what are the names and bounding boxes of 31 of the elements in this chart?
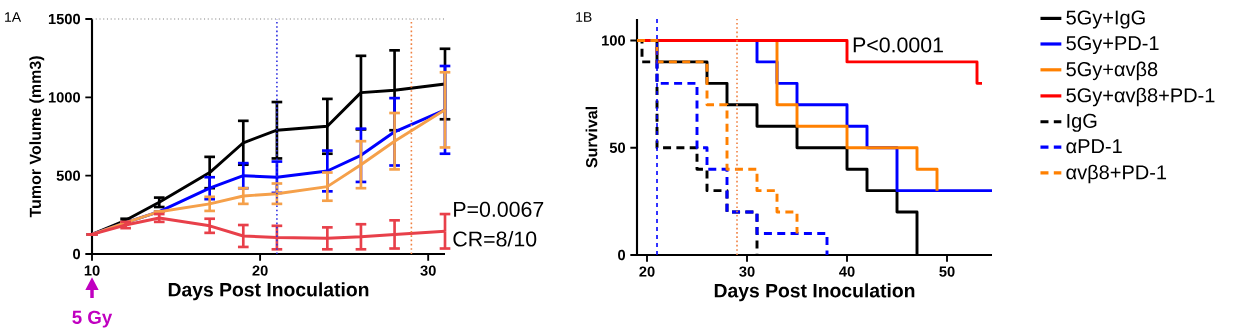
legend-label: 5Gy+αvβ8+PD-1 xyxy=(1066,87,1215,107)
x-tick-label: 20 xyxy=(252,265,268,276)
y-axis-title: Survival xyxy=(585,107,598,168)
y-tick-label: 0 xyxy=(73,248,81,260)
x-tick-label: 30 xyxy=(739,266,755,277)
x-tick-label: 30 xyxy=(420,265,436,276)
text: 5 Gy xyxy=(72,310,113,328)
text: 1B xyxy=(576,12,592,22)
y-axis-title: Tumor Volume (mm3) xyxy=(29,56,45,218)
legend-label: 5Gy+IgG xyxy=(1066,10,1145,29)
y-tick-label: 500 xyxy=(56,170,81,181)
x-tick-label: 40 xyxy=(839,266,855,277)
y-tick-label: 100 xyxy=(602,35,626,46)
legend-label: IgG xyxy=(1067,113,1097,132)
legend-label: 5Gy+αvβ8 xyxy=(1066,61,1158,81)
x-tick-label: 20 xyxy=(639,266,655,277)
x-tick-label: 50 xyxy=(939,266,955,277)
y-tick-label: 0 xyxy=(618,249,626,261)
x-axis-title: Days Post Inoculation xyxy=(714,283,915,302)
x-tick-label: 10 xyxy=(84,265,100,276)
text: 1A xyxy=(5,12,22,22)
annotation: P<0.0001 xyxy=(853,37,943,53)
y-tick-label: 50 xyxy=(609,142,626,153)
y-tick-label: 1500 xyxy=(48,13,81,25)
y-tick-label: 1000 xyxy=(48,92,81,103)
text: P=0.0067 xyxy=(454,201,544,217)
legend-label: αPD-1 xyxy=(1066,139,1122,154)
legend-label: αvβ8+PD-1 xyxy=(1066,164,1167,184)
text: CR=8/10 xyxy=(453,230,537,247)
legend-label: 5Gy+PD-1 xyxy=(1066,36,1159,55)
x-axis-title: Days Post Inoculation xyxy=(168,282,369,301)
